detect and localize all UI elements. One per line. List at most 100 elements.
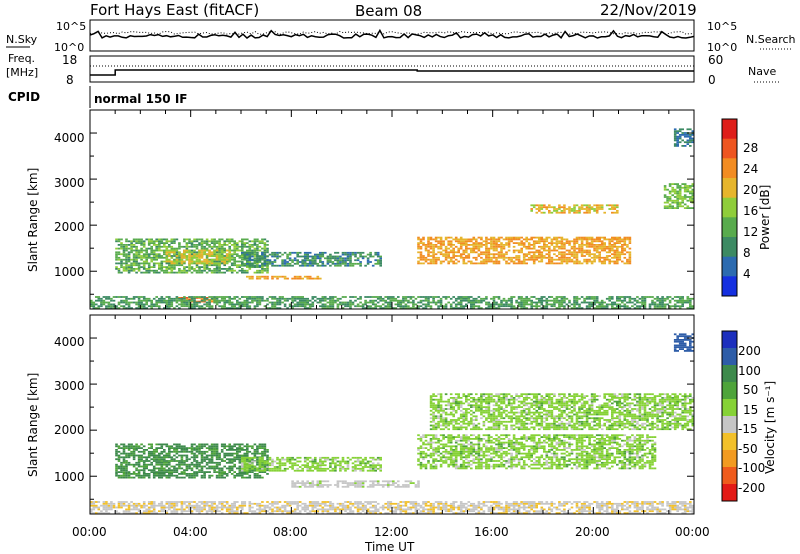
heatmap-cell [127,305,131,308]
heatmap-cell [427,249,430,252]
heatmap-cell [397,303,400,306]
heatmap-cell [608,297,611,300]
heatmap-cell [132,240,136,243]
heatmap-cell [575,296,579,298]
heatmap-cell [663,196,667,198]
heatmap-cell [308,484,312,486]
heatmap-cell [200,447,204,449]
heatmap-cell [130,249,133,252]
heatmap-cell [125,474,128,477]
heatmap-cell [185,271,189,274]
heatmap-cell [314,255,317,258]
heatmap-cell [241,255,244,257]
heatmap-cell [462,262,466,265]
heatmap-cell [261,296,264,298]
heatmap-cell [183,463,186,466]
heatmap-cell [185,458,189,461]
heatmap-cell [329,484,332,486]
heatmap-cell [540,253,544,256]
heatmap-cell [538,305,541,308]
heatmap-cell [273,305,277,308]
heatmap-cell [588,255,591,257]
heatmap-cell [668,185,672,187]
heatmap-cell [341,303,345,306]
heatmap-cell [356,251,360,254]
heatmap-cell [689,307,692,309]
heatmap-cell [306,259,309,262]
heatmap-cell [691,307,695,309]
heatmap-cell [540,206,544,209]
heatmap-cell [598,305,601,308]
heatmap-cell [225,449,229,451]
heatmap-cell [643,299,647,302]
heatmap-cell [673,307,677,309]
heatmap-cell [150,266,153,268]
heatmap-cell [454,297,458,300]
heatmap-cell [263,253,267,256]
heatmap-cell [482,251,486,254]
heatmap-cell [351,467,355,470]
heatmap-cell [364,458,367,461]
heatmap-cell [228,240,231,243]
heatmap-cell [326,480,330,483]
heatmap-cell [155,249,158,252]
heatmap-cell [190,447,194,449]
heatmap-cell [555,208,559,210]
heatmap-cell [145,258,148,261]
heatmap-cell [115,266,118,268]
heatmap-cell [502,258,506,261]
heatmap-cell [210,305,214,308]
heatmap-cell [145,473,148,475]
heatmap-cell [308,251,312,254]
heatmap-cell [251,445,254,448]
heatmap-cell [147,297,151,300]
heatmap-cell [369,261,372,263]
heatmap-cell [248,462,252,465]
heatmap-cell [140,450,143,453]
heatmap-cell [92,305,96,308]
heatmap-cell [165,474,169,477]
heatmap-cell [263,244,267,246]
heatmap-cell [127,512,131,514]
heatmap-cell [236,303,239,306]
heatmap-cell [263,275,267,278]
heatmap-cell [530,210,533,212]
heatmap-cell [145,303,148,306]
heatmap-cell [168,296,171,298]
heatmap-cell [608,262,611,265]
heatmap-cell [258,249,262,252]
heatmap-cell [175,305,179,308]
heatmap-cell [165,266,169,268]
heatmap-cell [228,242,231,244]
heatmap-cell [563,245,566,248]
heatmap-cell [258,266,262,268]
heatmap-cell [127,461,131,464]
heatmap-cell [170,469,174,472]
heatmap-cell [454,307,458,309]
heatmap-cell [210,247,214,250]
heatmap-cell [183,262,186,265]
heatmap-cell [359,264,362,267]
heatmap-cell [366,307,370,309]
heatmap-cell [220,253,224,256]
heatmap-cell [152,449,156,451]
heatmap-cell [130,301,133,304]
heatmap-cell [125,456,128,459]
heatmap-cell [215,258,219,261]
heatmap-cell [532,301,536,304]
heatmap-cell [160,264,164,267]
heatmap-cell [188,447,191,449]
heatmap-cell [595,297,599,300]
heatmap-cell [407,296,410,298]
heatmap-cell [467,297,471,300]
heatmap-cell [215,256,219,259]
heatmap-cell [354,456,357,459]
heatmap-cell [573,210,576,212]
heatmap-cell [190,473,194,475]
heatmap-cell [251,471,254,473]
heatmap-cell [666,207,669,209]
heatmap-cell [246,301,249,304]
heatmap-cell [276,467,279,470]
heatmap-cell [266,260,269,263]
heatmap-cell [497,303,501,306]
